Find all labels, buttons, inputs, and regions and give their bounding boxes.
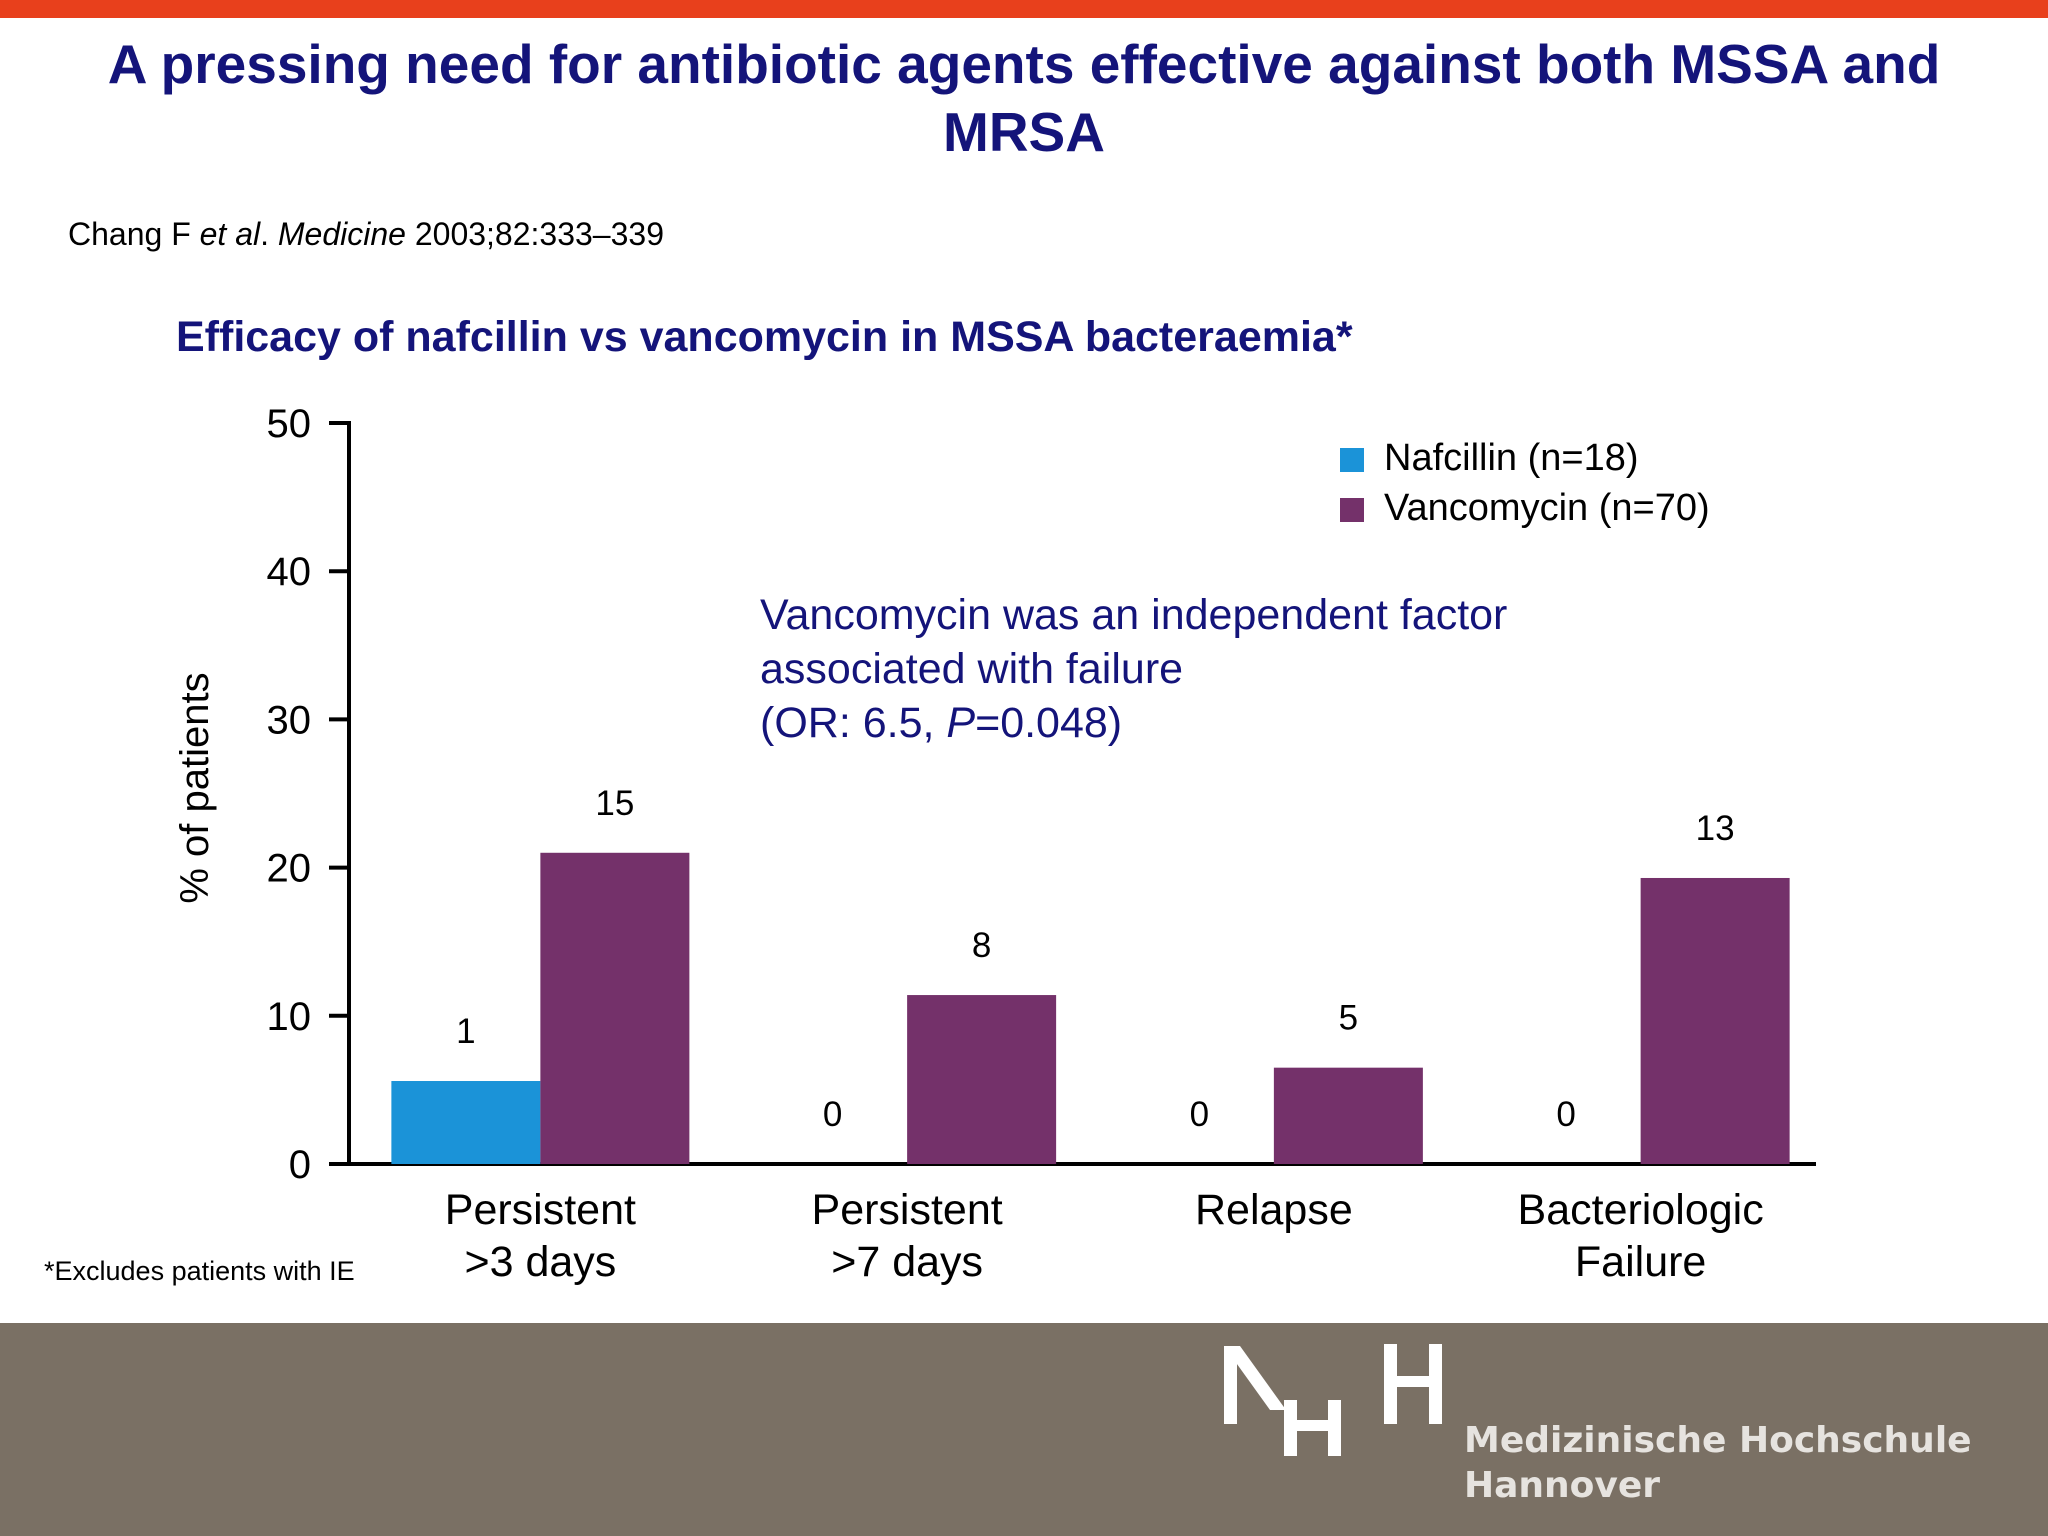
citation: Chang F et al. Medicine 2003;82:333–339 xyxy=(68,216,664,253)
mhh-logo-icon xyxy=(1224,1344,1442,1456)
accent-bar-fill xyxy=(0,0,2048,18)
x-category-label: Relapse xyxy=(1195,1186,1353,1234)
bar-data-label: 0 xyxy=(1190,1095,1209,1134)
x-category-label: >7 days xyxy=(831,1238,983,1286)
bar-vancomycin xyxy=(540,852,690,1164)
bar-data-label: 1 xyxy=(456,1012,475,1051)
annotation-line-1: Vancomycin was an independent factor xyxy=(760,591,1508,639)
x-category-label: Failure xyxy=(1575,1238,1706,1286)
bar-data-label: 13 xyxy=(1696,809,1735,848)
y-tick-label: 40 xyxy=(267,550,312,594)
logo-line-1: Medizinische Hochschule xyxy=(1464,1420,1972,1461)
legend-swatch-vancomycin xyxy=(1340,498,1364,522)
citation-ref: 2003;82:333–339 xyxy=(405,216,664,252)
legend-swatch-nafcillin xyxy=(1340,448,1364,472)
legend-label: Nafcillin (n=18) xyxy=(1384,437,1639,479)
annotation-line-2: associated with failure xyxy=(760,645,1184,693)
annotation-or: (OR: 6.5, xyxy=(760,699,947,747)
x-category-label: Bacteriologic xyxy=(1518,1186,1764,1234)
logo-line-2: Hannover xyxy=(1464,1465,1661,1506)
legend-label: Vancomycin (n=70) xyxy=(1384,487,1710,529)
citation-etal: et al xyxy=(199,216,261,252)
x-category-label: Persistent xyxy=(812,1186,1003,1234)
bar-data-label: 8 xyxy=(972,926,991,965)
x-category-label: Persistent xyxy=(445,1186,636,1234)
bar-vancomycin xyxy=(907,995,1057,1164)
citation-sep: . xyxy=(260,216,278,252)
y-tick-label: 10 xyxy=(267,995,312,1039)
citation-journal: Medicine xyxy=(277,216,406,252)
top-accent-bar xyxy=(0,0,2048,18)
annotation-p: P xyxy=(946,699,976,747)
citation-authors: Chang F xyxy=(68,216,200,252)
bar-data-label: 0 xyxy=(1556,1095,1575,1134)
bar-data-label: 5 xyxy=(1339,999,1358,1038)
chart-title: Efficacy of nafcillin vs vancomycin in M… xyxy=(176,313,1353,361)
footer-band xyxy=(0,1323,2048,1536)
y-tick-label: 30 xyxy=(267,698,312,742)
y-axis-title: % of patients xyxy=(173,672,217,903)
y-tick-label: 0 xyxy=(289,1143,311,1187)
y-tick-label: 20 xyxy=(267,847,312,891)
annotation-line-3: (OR: 6.5, P=0.048) xyxy=(760,696,1507,750)
annotation-pvalue: =0.048) xyxy=(975,699,1123,747)
bar-vancomycin xyxy=(1640,877,1790,1164)
bar-data-label: 15 xyxy=(595,784,634,823)
y-tick-label: 50 xyxy=(267,402,312,446)
bar-data-label: 0 xyxy=(823,1095,842,1134)
bar-vancomycin xyxy=(1273,1067,1423,1164)
footnote: *Excludes patients with IE xyxy=(44,1256,355,1286)
slide-title: A pressing need for antibiotic agents ef… xyxy=(107,33,1941,163)
annotation: Vancomycin was an independent factor asso… xyxy=(760,588,1507,750)
bar-nafcillin xyxy=(391,1081,541,1164)
logo-text: Medizinische Hochschule Hannover xyxy=(1464,1418,1972,1508)
x-category-label: >3 days xyxy=(464,1238,616,1286)
